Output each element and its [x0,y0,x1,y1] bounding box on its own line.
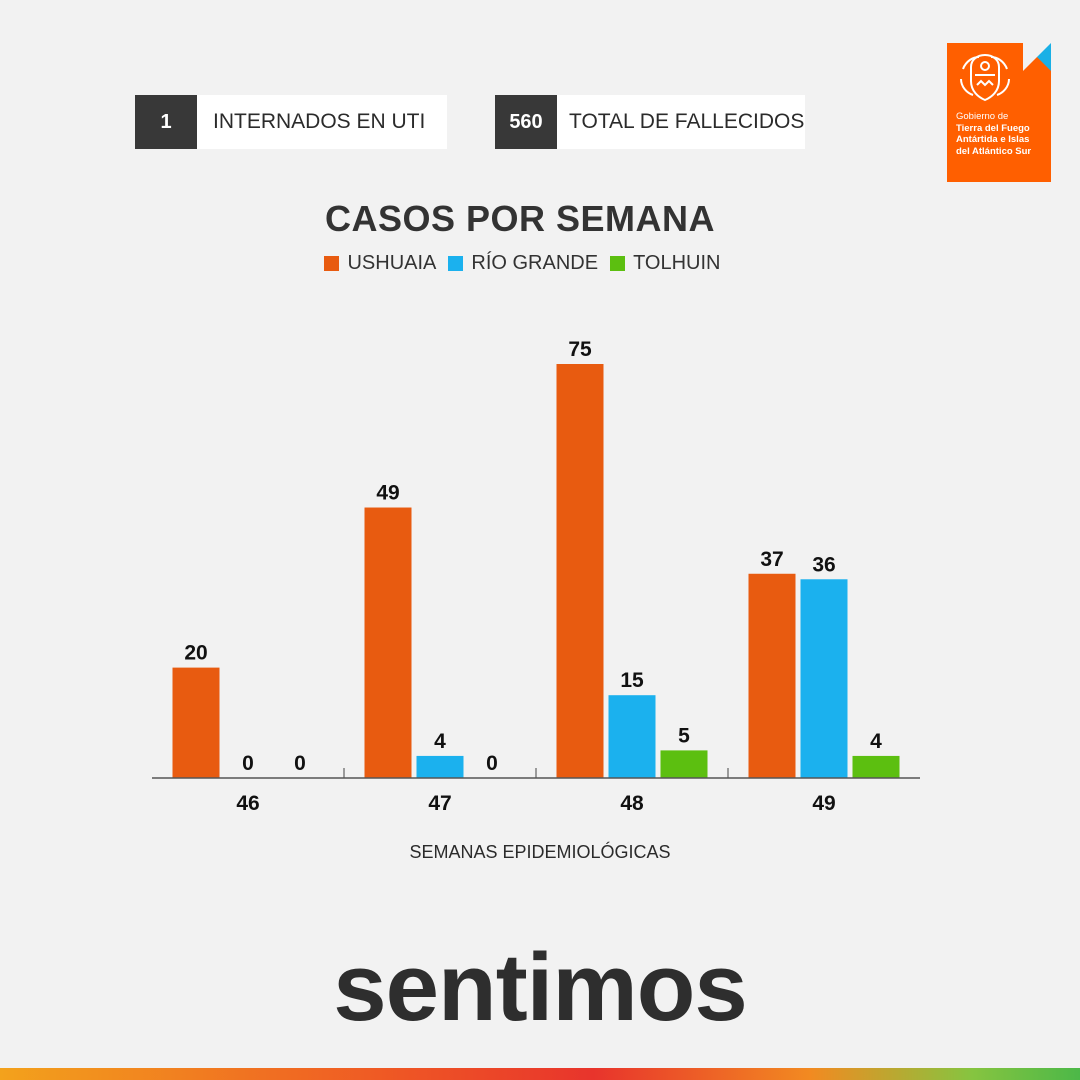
legend-item-ushuaia: USHUAIA [324,252,436,275]
bar-tolhuin-49 [852,755,900,778]
bar-r-o-grande-49 [800,579,848,778]
chart-legend: USHUAIA RÍO GRANDE TOLHUIN [0,252,1045,275]
bar-ushuaia-47 [364,507,412,778]
legend-item-rio-grande: RÍO GRANDE [448,252,598,275]
data-label-ushuaia-48: 75 [568,338,592,361]
data-label-r-o-grande-48: 15 [620,669,644,692]
chart-title: CASOS POR SEMANA [324,198,716,239]
legend-swatch-ushuaia [324,256,340,271]
stat-internados-uti: 1 INTERNADOS EN UTI [135,95,447,149]
logo-line-4: del Atlántico Sur [956,145,1032,157]
legend-item-tolhuin: TOLHUIN [610,252,721,275]
brand-wordmark: sentimos [0,938,1080,1038]
legend-label-rio-grande: RÍO GRANDE [471,252,599,274]
data-label-tolhuin-47: 0 [486,752,498,775]
logo-line-3: Antártida e Islas [956,134,1030,145]
legend-swatch-rio-grande [448,256,464,271]
x-axis-title: SEMANAS EPIDEMIOLÓGICAS [409,842,671,862]
bar-tolhuin-48 [660,750,708,778]
coat-of-arms-icon [960,53,1010,102]
x-tick-label-47: 47 [428,792,451,815]
data-label-r-o-grande-46: 0 [242,752,254,775]
logo-line-1: Gobierno de [956,111,1009,122]
stat-label: INTERNADOS EN UTI [197,95,447,149]
bar-r-o-grande-47 [416,755,464,778]
color-stripe [0,1068,1080,1080]
logo-text: Gobierno de Tierra del Fuego Antártida e… [956,111,1050,157]
data-label-tolhuin-49: 4 [870,730,882,753]
legend-label-tolhuin: TOLHUIN [633,252,721,274]
x-tick-label-49: 49 [812,792,835,815]
data-label-r-o-grande-49: 36 [812,553,835,576]
stat-total-fallecidos: 560 TOTAL DE FALLECIDOS [495,95,805,149]
bar-r-o-grande-48 [608,695,656,778]
data-label-ushuaia-47: 49 [376,482,399,505]
logo-line-2: Tierra del Fuego [956,122,1030,134]
data-label-tolhuin-48: 5 [678,724,690,747]
bar-ushuaia-46 [172,667,220,778]
data-label-r-o-grande-47: 4 [434,730,446,753]
x-tick-label-48: 48 [620,792,644,815]
data-label-ushuaia-49: 37 [760,548,783,571]
stat-value: 560 [495,95,557,149]
data-label-ushuaia-46: 20 [184,642,207,665]
legend-label-ushuaia: USHUAIA [347,252,437,274]
stat-label: TOTAL DE FALLECIDOS [557,95,805,149]
brand-text: sentimos [333,934,747,1041]
page-fold-cut [1023,43,1051,71]
legend-swatch-tolhuin [610,256,626,271]
bar-ushuaia-49 [748,573,796,778]
data-label-tolhuin-46: 0 [294,752,306,775]
x-tick-label-46: 46 [236,792,259,815]
bar-ushuaia-48 [556,364,604,778]
stat-value: 1 [135,95,197,149]
government-logo: Gobierno de Tierra del Fuego Antártida e… [947,43,1051,182]
